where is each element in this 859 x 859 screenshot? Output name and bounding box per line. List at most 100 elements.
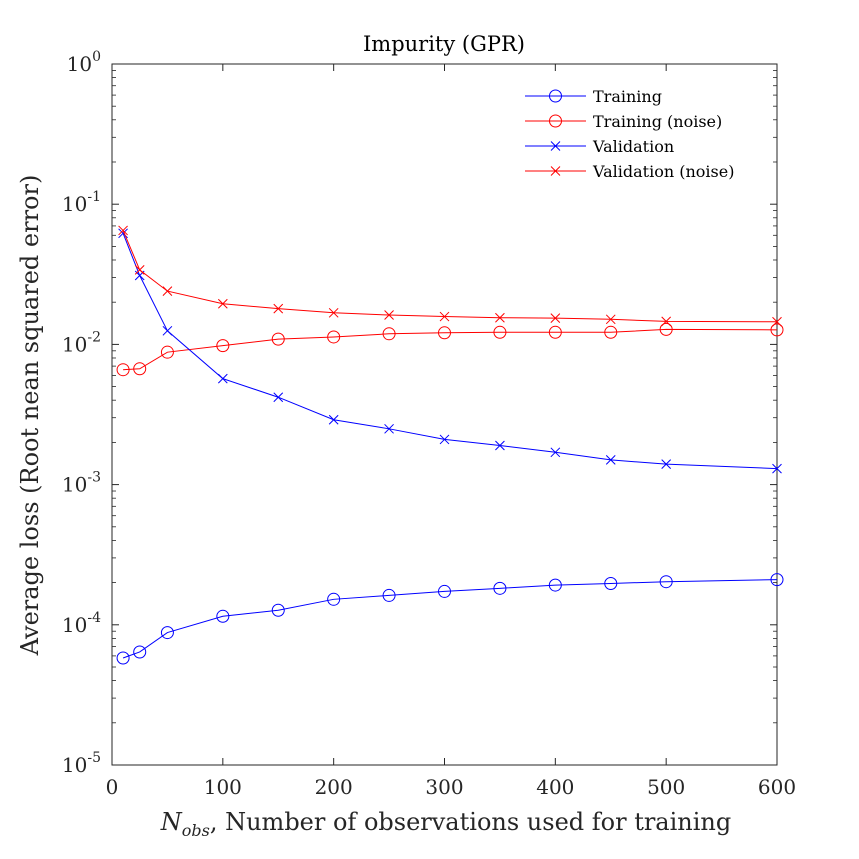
y-tick-label-exponent: -3 [87, 470, 101, 486]
data-point-validation [273, 392, 284, 403]
series-line-training [122, 579, 778, 659]
y-tick-label-base: 10 [67, 52, 92, 76]
y-tick-label-base: 10 [62, 613, 87, 637]
data-point-training [160, 626, 174, 640]
x-axis-label-symbol: N [160, 808, 183, 836]
y-tick-label-exponent: -1 [87, 189, 101, 205]
data-point-training [271, 603, 285, 617]
data-point-training [133, 645, 147, 659]
data-point-validation [328, 414, 339, 425]
data-point-validation [772, 463, 782, 474]
x-tick-label: 400 [536, 775, 574, 799]
data-point-training-noise [548, 325, 562, 339]
data-point-validation [550, 447, 561, 458]
x-tick-label: 600 [758, 775, 796, 799]
data-point-validation [384, 423, 394, 434]
legend-item-validation-noise: Validation (noise) [525, 162, 734, 181]
data-point-validation-noise [605, 314, 616, 325]
x-tick-label: 0 [106, 775, 119, 799]
data-point-validation-noise [328, 307, 339, 318]
data-point-validation [605, 455, 616, 465]
data-point-training-noise [133, 362, 147, 376]
data-point-validation [217, 373, 228, 384]
data-point-training [116, 651, 130, 665]
data-point-training-noise [382, 327, 396, 341]
data-point-validation-noise [772, 316, 782, 327]
axis-ticks [111, 63, 778, 766]
legend-item-validation: Validation [525, 137, 674, 156]
data-point-training-noise [604, 325, 618, 339]
data-point-training-noise [659, 322, 673, 336]
data-point-validation-noise [384, 310, 394, 320]
data-point-training-noise [160, 345, 174, 359]
data-point-training [382, 588, 396, 602]
y-tick-label: 10-2 [62, 329, 101, 356]
y-axis-label: Average loss (Root nean squared error) [16, 175, 44, 657]
legend-item-training-noise: Training (noise) [525, 112, 722, 131]
data-point-validation [495, 440, 505, 451]
data-point-validation-noise [495, 312, 505, 323]
data-point-training-noise [438, 326, 451, 340]
data-point-training [493, 581, 507, 595]
x-tick-label: 300 [425, 775, 463, 799]
y-tick-label: 10-1 [62, 189, 101, 216]
legend-label: Training [593, 87, 662, 106]
y-tick-label: 10-4 [62, 610, 101, 637]
data-point-validation-noise [550, 313, 561, 323]
chart-title: Impurity (GPR) [363, 32, 525, 56]
series-validation-noise [118, 225, 782, 327]
legend-marker [550, 141, 561, 151]
data-point-validation-noise [134, 265, 145, 275]
y-tick-label-base: 10 [62, 473, 87, 497]
y-tick-label-exponent: -4 [87, 610, 101, 626]
data-point-training-noise [216, 339, 230, 353]
data-point-training [770, 573, 784, 587]
x-tick-label: 100 [204, 775, 242, 799]
data-point-validation [439, 434, 450, 445]
series-validation [118, 228, 782, 474]
y-tick-label-base: 10 [62, 332, 87, 356]
x-tick-label: 200 [315, 775, 353, 799]
x-tick-label: 500 [647, 775, 685, 799]
y-tick-label: 100 [67, 49, 101, 76]
x-axis-label: Nobs, Number of observations used for tr… [160, 808, 732, 840]
data-point-training [604, 577, 618, 591]
data-point-training-noise [493, 325, 507, 339]
data-point-validation-noise [162, 286, 173, 296]
series-line-training-noise [123, 328, 778, 371]
series-training-noise [116, 322, 784, 377]
data-point-training [438, 584, 451, 598]
data-point-training [659, 575, 673, 589]
legend: Training Training (noise) Validation Valida… [525, 87, 734, 181]
data-point-training [548, 578, 562, 592]
y-tick-label-base: 10 [62, 192, 87, 216]
data-point-validation-noise [661, 316, 672, 327]
data-point-validation-noise [118, 225, 128, 236]
legend-marker [549, 89, 562, 103]
y-tick-label: 10-5 [62, 750, 101, 777]
y-tick-label-exponent: -5 [87, 750, 101, 766]
data-point-validation-noise [439, 311, 450, 322]
series-training [116, 573, 784, 665]
data-point-training-noise [770, 323, 784, 337]
data-point-validation [661, 459, 672, 469]
x-axis-label-text: , Number of observations used for traini… [210, 808, 731, 836]
legend-label: Validation [592, 137, 674, 156]
legend-label: Training (noise) [593, 112, 722, 131]
y-tick-label: 10-3 [62, 470, 101, 497]
data-point-training-noise [327, 330, 341, 344]
series-layer [116, 225, 784, 665]
data-point-training-noise [116, 363, 130, 377]
data-point-validation [162, 325, 173, 336]
legend-marker [550, 166, 561, 176]
data-point-validation-noise [217, 298, 228, 309]
legend-label: Validation (noise) [592, 162, 734, 181]
data-point-training [216, 609, 230, 623]
y-tick-label-exponent: 0 [92, 49, 101, 65]
y-tick-label-base: 10 [62, 753, 87, 777]
data-point-training-noise [271, 332, 285, 346]
legend-item-training: Training [525, 87, 662, 106]
y-tick-label-exponent: -2 [87, 329, 101, 345]
